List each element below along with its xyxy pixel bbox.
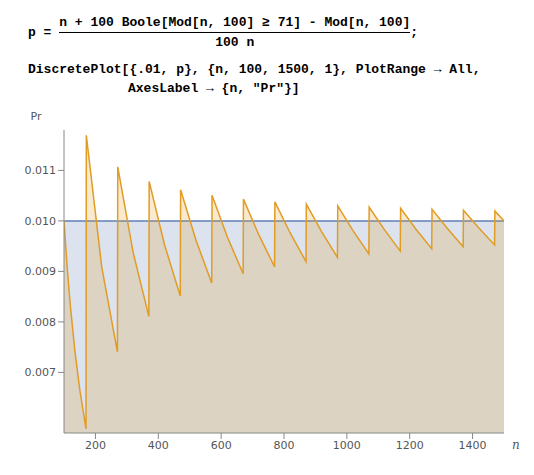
svg-text:1000: 1000 (333, 439, 361, 452)
svg-text:0.011: 0.011 (25, 164, 57, 177)
svg-text:0.010: 0.010 (25, 215, 57, 228)
svg-text:600: 600 (211, 439, 232, 452)
html-text:p =: p = (28, 24, 60, 40)
svg-text:800: 800 (274, 439, 295, 452)
svg-text:200: 200 (85, 439, 106, 452)
html-text:n + 100 Boole[Mod[n, 100] ≥ 71: n + 100 Boole[Mod[n, 100] ≥ 71] - Mod[n,… (59, 14, 411, 30)
svg-text:0.007: 0.007 (25, 366, 57, 379)
svg-text:0.009: 0.009 (25, 265, 57, 278)
svg-text:1200: 1200 (396, 439, 424, 452)
svg-text:400: 400 (148, 439, 169, 452)
svg-text:0.008: 0.008 (25, 316, 57, 329)
html-text:DiscretePlot[{.01, p}, {n, 100: DiscretePlot[{.01, p}, {n, 100, 1500, 1}… (28, 62, 481, 77)
svg-text:Pr: Pr (31, 110, 42, 123)
svg-text:1400: 1400 (459, 439, 487, 452)
svg-text:n: n (512, 438, 520, 452)
html-text:100 n: 100 n (215, 34, 255, 50)
html-text:AxesLabel → {n, "Pr"}]: AxesLabel → {n, "Pr"}] (128, 81, 300, 96)
